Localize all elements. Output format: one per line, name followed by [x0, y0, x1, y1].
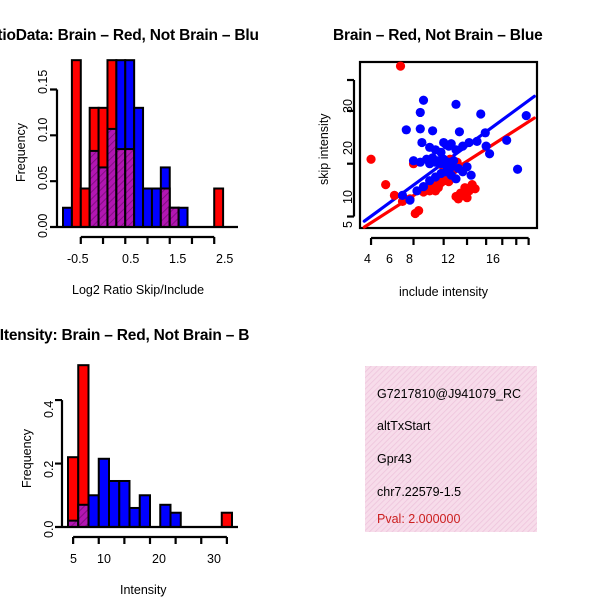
scatter-xtick-2: 8	[406, 252, 413, 266]
panel-histogram-ratio: RatioData: Brain – Red, Not Brain – Blu …	[0, 0, 300, 300]
histogram-gene-xtick-3: 30	[207, 552, 221, 566]
scatter-plot-area	[347, 60, 539, 245]
scatter-xtick-1: 6	[386, 252, 393, 266]
histogram-gene-title: ne Itensity: Brain – Red, Not Brain – B	[0, 327, 250, 344]
annotation-line-probe: G7217810@J941079_RC	[377, 387, 522, 401]
histogram-ratio-xlabel: Log2 Ratio Skip/Include	[72, 283, 205, 297]
scatter-xtick-0: 4	[364, 252, 371, 266]
histogram-ratio-xtick-3: 2.5	[216, 252, 234, 266]
panel-scatter-intensity: Brain – Red, Not Brain – Blue skip inten…	[300, 0, 600, 300]
annotation-line-locus: chr7.22579-1.5	[377, 485, 462, 499]
annotation-line-gene: Gpr43	[377, 452, 412, 466]
annotation-line-pval: Pval: 2.000000	[377, 512, 461, 526]
histogram-ratio-xtick-1: 0.5	[122, 252, 140, 266]
histogram-gene-xlabel: Intensity	[120, 583, 167, 597]
histogram-gene-xtick-1: 10	[97, 552, 111, 566]
histogram-ratio-xtick-0: -0.5	[67, 252, 89, 266]
scatter-xlabel: include intensity	[399, 285, 488, 299]
annotation-panel: G7217810@J941079_RC altTxStart Gpr43 chr…	[365, 366, 537, 532]
panel-histogram-gene-intensity: ne Itensity: Brain – Red, Not Brain – B …	[0, 300, 300, 600]
annotation-line-event-type: altTxStart	[377, 419, 431, 433]
histogram-ratio-xtick-2: 1.5	[169, 252, 187, 266]
scatter-xtick-3: 12	[441, 252, 455, 266]
histogram-gene-xtick-0: 5	[70, 552, 77, 566]
histogram-ratio-plot-area	[50, 59, 238, 244]
scatter-title: Brain – Red, Not Brain – Blue	[333, 27, 543, 44]
scatter-xtick-4: 16	[486, 252, 500, 266]
histogram-gene-xtick-2: 20	[152, 552, 166, 566]
hatch-background	[365, 366, 537, 532]
histogram-ratio-title: RatioData: Brain – Red, Not Brain – Blu	[0, 27, 259, 44]
histogram-gene-plot-area	[55, 364, 238, 544]
